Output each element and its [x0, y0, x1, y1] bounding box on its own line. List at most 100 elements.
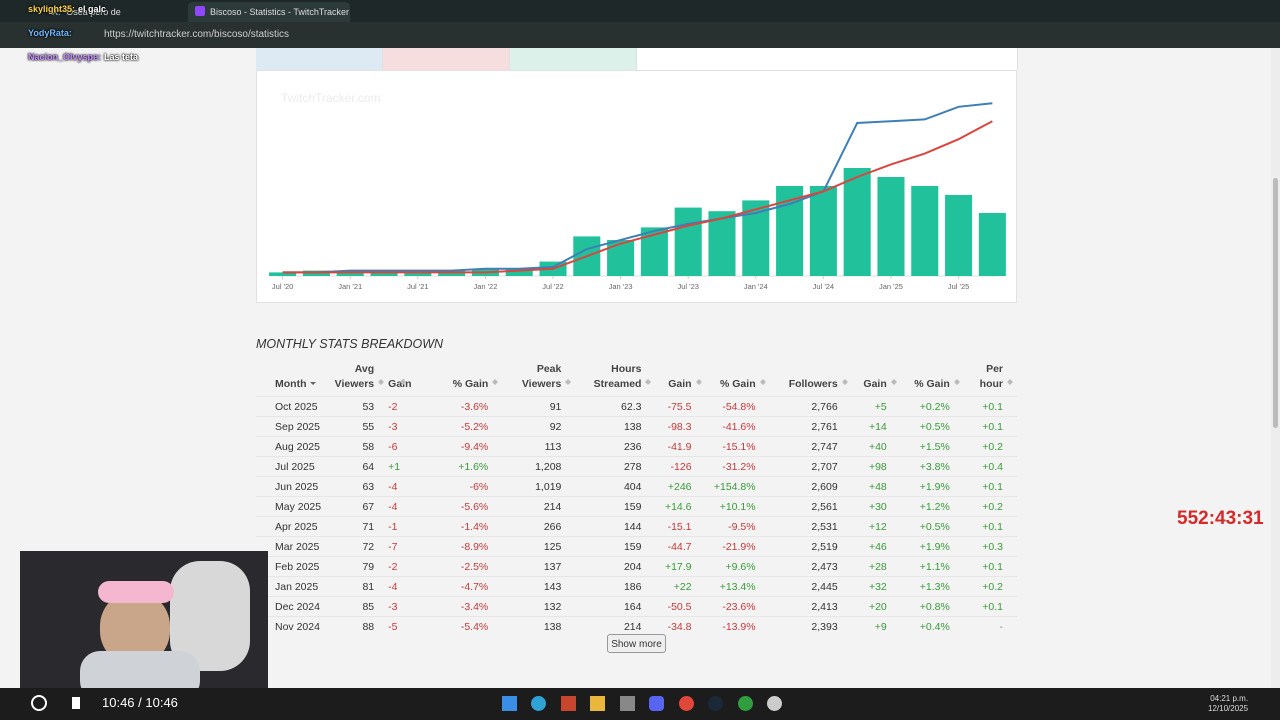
clock-time: 04:21 p.m.: [1210, 694, 1249, 703]
replay-button[interactable]: [31, 695, 47, 711]
scrollbar[interactable]: [1271, 48, 1280, 688]
x-tick-label: Jan '22: [473, 282, 497, 291]
table-cell: -5.6%: [410, 496, 503, 517]
table-cell: +17.9: [655, 556, 706, 577]
table-cell: 92: [502, 416, 576, 437]
volume-button[interactable]: [72, 697, 80, 709]
column-header[interactable]: Followers: [770, 362, 852, 397]
app-icon[interactable]: [561, 696, 576, 711]
app-icon[interactable]: [590, 696, 605, 711]
header-row: Month Avg Viewers Gain% Gain Peak Viewers Ho…: [256, 362, 1017, 397]
column-header[interactable]: Gain: [852, 362, 901, 397]
column-header[interactable]: % Gain: [410, 362, 502, 397]
table-cell: 1,019: [502, 476, 576, 497]
app-icon[interactable]: [679, 696, 694, 711]
column-header[interactable]: Month: [256, 362, 320, 397]
table-row: Sep 2025 55 -3 -5.2% 92 138 -98.3 -41.6% 2,761 +1…: [256, 416, 1017, 437]
table-cell: -3.4%: [410, 596, 503, 617]
clock-date: 12/10/2025: [1208, 704, 1249, 713]
table-cell: Jun 2025: [256, 476, 321, 497]
app-icon[interactable]: [767, 696, 782, 711]
bar: [809, 186, 837, 276]
table-row: Oct 2025 53 -2 -3.6% 91 62.3 -75.5 -54.8% 2,766 +…: [256, 396, 1017, 417]
bar: [336, 272, 364, 276]
column-header[interactable]: Avg Viewers: [320, 362, 388, 397]
table-row: Jan 2025 81 -4 -4.7% 143 186 +22 +13.4% 2,445 +32…: [256, 576, 1017, 597]
x-tick-label: Jan '23: [609, 282, 633, 291]
timer: 552:43:31: [1177, 508, 1264, 529]
table-cell: 159: [575, 496, 656, 517]
table-cell: -50.5: [655, 596, 706, 617]
column-header[interactable]: Gain: [388, 362, 411, 397]
table-row: Nov 2024 88 -5 -5.4% 138 214 -34.8 -13.9% 2,393 +…: [256, 616, 1017, 636]
table-cell: -23.6%: [705, 596, 770, 617]
table-cell: -5.4%: [410, 616, 503, 636]
address-bar[interactable]: [0, 22, 1280, 48]
table-cell: +10.1%: [705, 496, 770, 517]
x-tick-label: Jul '25: [948, 282, 969, 291]
table-cell: -2: [388, 556, 411, 577]
start-button[interactable]: [502, 696, 517, 711]
app-icon[interactable]: [531, 696, 546, 711]
table-cell: 113: [502, 436, 576, 457]
app-icon[interactable]: [738, 696, 753, 711]
column-header[interactable]: Per hour: [964, 362, 1017, 397]
table-cell: +0.4%: [900, 616, 964, 636]
taskbar: [0, 688, 1280, 720]
table-cell: 2,445: [769, 576, 852, 597]
table-cell: Jul 2025: [256, 456, 321, 477]
table-row: Aug 2025 58 -6 -9.4% 113 236 -41.9 -15.1% 2,747 +…: [256, 436, 1017, 457]
table-cell: 138: [575, 416, 656, 437]
table-cell: +246: [655, 476, 706, 497]
table-cell: -6: [388, 436, 411, 457]
column-header[interactable]: % Gain: [706, 362, 770, 397]
table-cell: Apr 2025: [256, 516, 321, 537]
scroll-thumb[interactable]: [1273, 178, 1278, 428]
table-cell: 2,519: [769, 536, 852, 557]
table-cell: +1.5%: [900, 436, 964, 457]
column-header[interactable]: Peak Viewers: [502, 362, 575, 397]
table-cell: -41.6%: [705, 416, 770, 437]
table-cell: +0.1: [963, 476, 1017, 497]
app-icon[interactable]: [708, 696, 723, 711]
url[interactable]: https://twitchtracker.com/biscoso/statis…: [104, 29, 290, 40]
table-cell: 2,413: [769, 596, 852, 617]
table-cell: +12: [851, 516, 901, 537]
table-cell: 159: [575, 536, 656, 557]
tab-active[interactable]: Biscoso - Statistics - TwitchTracker: [188, 2, 350, 22]
table-cell: +32: [851, 576, 901, 597]
table-cell: 143: [502, 576, 576, 597]
table-cell: Jan 2025: [256, 576, 321, 597]
table-cell: +28: [851, 556, 901, 577]
table-cell: -3: [388, 416, 411, 437]
x-tick-label: Jul '24: [813, 282, 834, 291]
table-cell: +48: [851, 476, 901, 497]
app-icon[interactable]: [649, 696, 664, 711]
chat-user: skylight35:: [28, 4, 76, 14]
tab-icon: [195, 6, 205, 16]
show-more-button[interactable]: Show more: [607, 634, 666, 653]
table-cell: +1.9%: [900, 536, 964, 557]
table-cell: -: [963, 616, 1017, 636]
player-time: 10:46 / 10:46: [102, 695, 178, 710]
x-tick-label: Jul '22: [542, 282, 563, 291]
app-icon[interactable]: [620, 696, 635, 711]
table-cell: 2,531: [769, 516, 852, 537]
table-cell: 64: [320, 456, 389, 477]
table-cell: +0.1: [963, 516, 1017, 537]
table-cell: 67: [320, 496, 389, 517]
table-cell: 132: [502, 596, 576, 617]
table-cell: +1.9%: [900, 476, 964, 497]
tab[interactable]: X: "Osea pero de: [52, 7, 121, 17]
column-header[interactable]: Hours Streamed: [575, 362, 655, 397]
stat-box: [637, 48, 1018, 70]
bar: [945, 195, 973, 276]
column-header[interactable]: % Gain: [901, 362, 964, 397]
table-cell: +98: [851, 456, 901, 477]
table-cell: +0.1: [963, 416, 1017, 437]
bar: [708, 211, 736, 276]
table-cell: +1.2%: [900, 496, 964, 517]
table-cell: -5.2%: [410, 416, 503, 437]
chart-panel: TwitchTracker.com Jul '20 Jan '21 Jul '21 J…: [256, 70, 1017, 303]
column-header[interactable]: Gain: [655, 362, 705, 397]
